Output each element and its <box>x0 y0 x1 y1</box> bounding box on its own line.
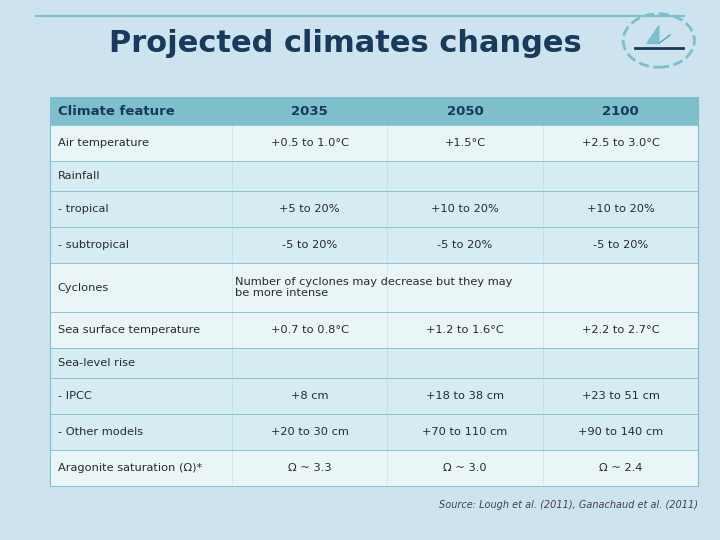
Text: +0.5 to 1.0°C: +0.5 to 1.0°C <box>271 138 348 148</box>
Text: +20 to 30 cm: +20 to 30 cm <box>271 427 348 437</box>
Text: Aragonite saturation (Ω)*: Aragonite saturation (Ω)* <box>58 463 202 473</box>
Text: Ω ~ 3.0: Ω ~ 3.0 <box>444 463 487 473</box>
Text: Sea-level rise: Sea-level rise <box>58 358 135 368</box>
Text: +1.5°C: +1.5°C <box>444 138 486 148</box>
Text: Sea surface temperature: Sea surface temperature <box>58 325 199 335</box>
FancyBboxPatch shape <box>50 227 698 263</box>
Text: +10 to 20%: +10 to 20% <box>431 204 499 214</box>
Text: +90 to 140 cm: +90 to 140 cm <box>578 427 663 437</box>
Text: - Other models: - Other models <box>58 427 143 437</box>
FancyBboxPatch shape <box>50 97 698 125</box>
Text: Ω ~ 2.4: Ω ~ 2.4 <box>599 463 642 473</box>
Text: 2100: 2100 <box>602 105 639 118</box>
FancyBboxPatch shape <box>50 312 698 348</box>
Text: Ω ~ 3.3: Ω ~ 3.3 <box>288 463 331 473</box>
Text: - IPCC: - IPCC <box>58 392 91 401</box>
Text: Climate feature: Climate feature <box>58 105 174 118</box>
Text: +2.2 to 2.7°C: +2.2 to 2.7°C <box>582 325 660 335</box>
FancyBboxPatch shape <box>50 379 698 414</box>
Text: +0.7 to 0.8°C: +0.7 to 0.8°C <box>271 325 348 335</box>
Text: +10 to 20%: +10 to 20% <box>587 204 654 214</box>
Text: +5 to 20%: +5 to 20% <box>279 204 340 214</box>
FancyBboxPatch shape <box>50 348 698 379</box>
Polygon shape <box>647 25 659 43</box>
FancyBboxPatch shape <box>50 450 698 486</box>
Text: 2035: 2035 <box>291 105 328 118</box>
Text: -5 to 20%: -5 to 20% <box>282 240 337 250</box>
Text: 2050: 2050 <box>446 105 484 118</box>
Text: +1.2 to 1.6°C: +1.2 to 1.6°C <box>426 325 504 335</box>
Text: Number of cyclones may decrease but they may
be more intense: Number of cyclones may decrease but they… <box>235 277 513 299</box>
Text: +8 cm: +8 cm <box>291 392 328 401</box>
Text: - subtropical: - subtropical <box>58 240 129 250</box>
Text: Cyclones: Cyclones <box>58 282 109 293</box>
Text: +70 to 110 cm: +70 to 110 cm <box>423 427 508 437</box>
Text: -5 to 20%: -5 to 20% <box>593 240 648 250</box>
FancyBboxPatch shape <box>50 191 698 227</box>
FancyBboxPatch shape <box>50 263 698 312</box>
Text: Rainfall: Rainfall <box>58 171 100 181</box>
Text: +2.5 to 3.0°C: +2.5 to 3.0°C <box>582 138 660 148</box>
FancyBboxPatch shape <box>50 161 698 191</box>
Text: Projected climates changes: Projected climates changes <box>109 29 582 58</box>
Text: Air temperature: Air temperature <box>58 138 148 148</box>
Text: - tropical: - tropical <box>58 204 108 214</box>
Text: -5 to 20%: -5 to 20% <box>438 240 492 250</box>
Text: +18 to 38 cm: +18 to 38 cm <box>426 392 504 401</box>
FancyBboxPatch shape <box>50 125 698 161</box>
Polygon shape <box>659 35 671 43</box>
FancyBboxPatch shape <box>50 414 698 450</box>
Text: +23 to 51 cm: +23 to 51 cm <box>582 392 660 401</box>
Text: Source: Lough et al. (2011), Ganachaud et al. (2011): Source: Lough et al. (2011), Ganachaud e… <box>439 500 698 510</box>
